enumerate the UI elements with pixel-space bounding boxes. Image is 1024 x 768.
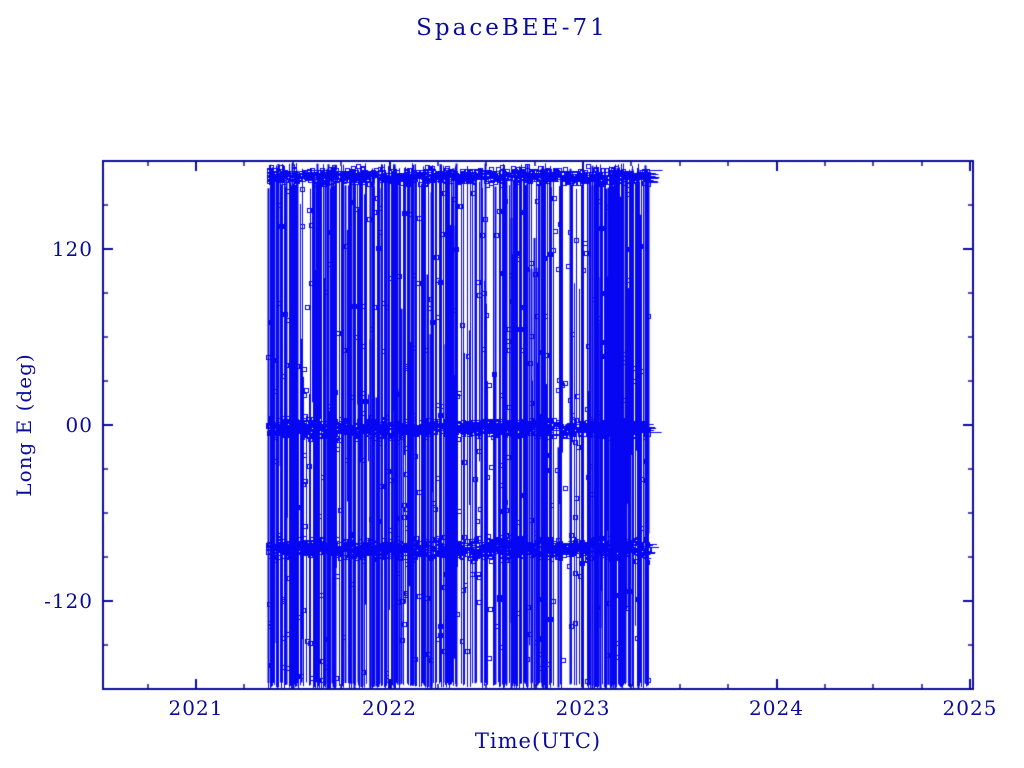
x-tick-label: 2024 <box>749 696 804 720</box>
y-tick-label: -120 <box>44 589 93 613</box>
chart-title: SpaceBEE-71 <box>416 15 608 41</box>
y-tick-label: 120 <box>51 237 93 261</box>
x-tick-label: 2022 <box>362 696 417 720</box>
y-tick-label: 00 <box>65 413 93 437</box>
x-tick-label: 2021 <box>168 696 224 720</box>
x-axis-label: Time(UTC) <box>474 729 602 753</box>
x-tick-label: 2023 <box>555 696 611 720</box>
x-tick-label: 2025 <box>942 696 998 720</box>
